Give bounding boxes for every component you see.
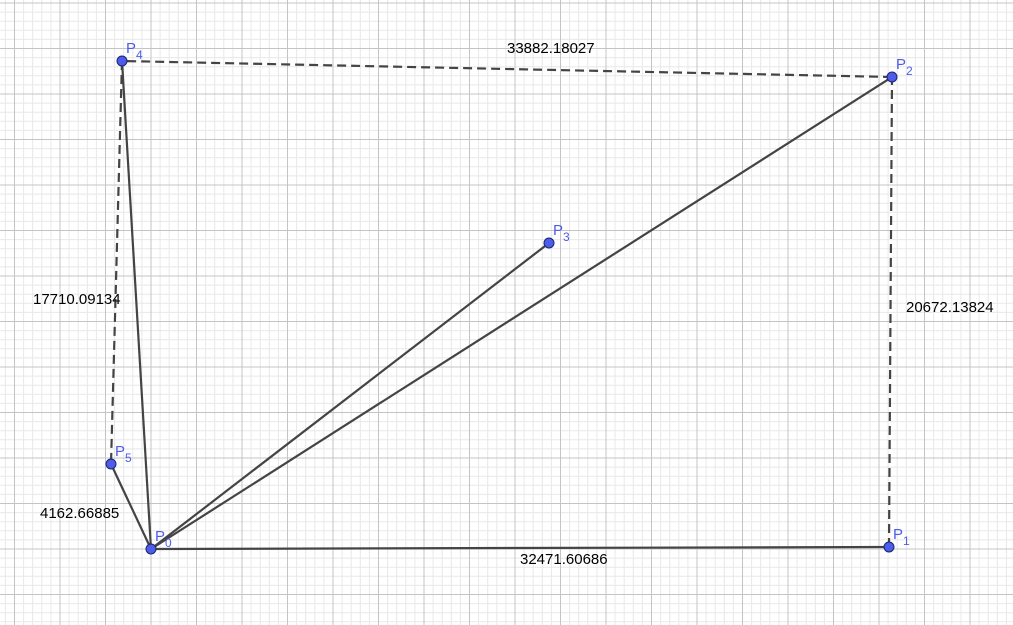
point-label-name: P xyxy=(893,526,903,543)
length-label-p2-p4: 33882.18027 xyxy=(507,40,595,57)
length-label-p0-p5: 4162.66885 xyxy=(40,505,119,522)
point-label-name: P xyxy=(896,56,906,73)
point-label-subscript: 3 xyxy=(563,230,570,244)
point-p4[interactable] xyxy=(117,56,127,66)
point-label-p3: P3 xyxy=(553,222,570,244)
point-p0[interactable] xyxy=(146,544,156,554)
segment-p2-p4[interactable] xyxy=(122,61,892,77)
point-label-p2: P2 xyxy=(896,56,913,78)
length-label-p1-p2: 20672.13824 xyxy=(906,299,994,316)
segment-p0-p2[interactable] xyxy=(151,77,892,549)
point-label-subscript: 5 xyxy=(125,451,132,465)
point-label-name: P xyxy=(115,443,125,460)
point-label-subscript: 4 xyxy=(136,48,143,62)
point-p5[interactable] xyxy=(106,459,116,469)
point-label-name: P xyxy=(553,222,563,239)
point-p3[interactable] xyxy=(544,238,554,248)
length-labels-layer: 32471.60686 4162.66885 20672.13824 33882.18… xyxy=(33,40,994,568)
point-label-subscript: 2 xyxy=(906,64,913,78)
point-label-p1: P1 xyxy=(893,526,910,548)
point-label-name: P xyxy=(126,40,136,57)
point-label-subscript: 1 xyxy=(903,534,910,548)
point-label-subscript: 0 xyxy=(165,536,172,550)
point-label-name: P xyxy=(155,528,165,545)
point-p1[interactable] xyxy=(884,542,894,552)
length-label-p0-p1: 32471.60686 xyxy=(520,551,608,568)
point-p2[interactable] xyxy=(887,72,897,82)
point-label-p4: P4 xyxy=(126,40,143,62)
length-label-p4-p5: 17710.09134 xyxy=(33,291,121,308)
